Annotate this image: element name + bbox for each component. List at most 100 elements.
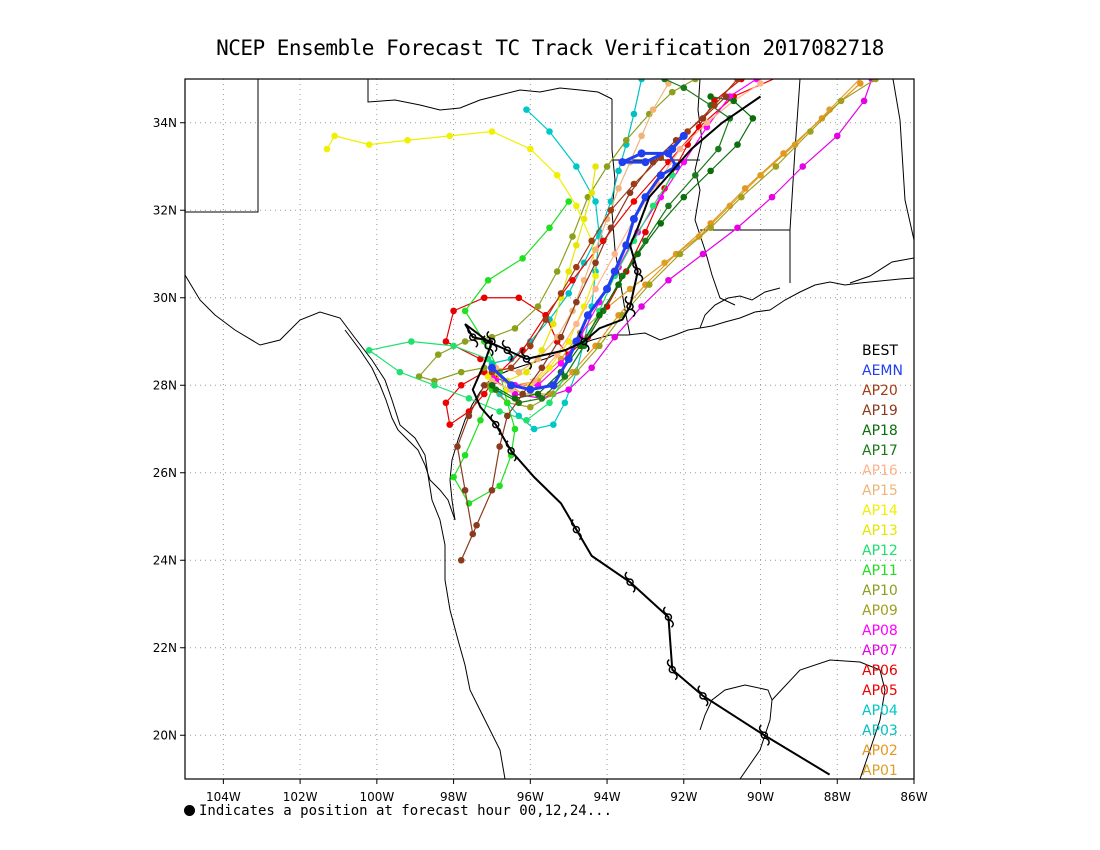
track-position-dot — [611, 250, 619, 258]
lat-tick-label: 20N — [153, 728, 177, 742]
legend-entry-ap06: AP06 — [862, 663, 898, 679]
track-position-dot — [553, 268, 561, 275]
track-position-dot — [615, 167, 622, 175]
track-ap02 — [492, 80, 864, 398]
track-ap18 — [488, 93, 757, 402]
hurricane-eye — [522, 355, 531, 363]
track-position-dot — [434, 351, 442, 358]
track-position-dot — [649, 202, 657, 210]
track-position-dot — [622, 136, 630, 144]
hurricane-symbol-icon — [632, 260, 644, 283]
track-position-dot — [668, 88, 676, 96]
track-position-dot — [588, 189, 596, 197]
track-position-dot — [480, 381, 488, 389]
track-position-dot — [676, 145, 684, 153]
hurricane-arm — [520, 348, 526, 357]
legend-entry-ap17: AP17 — [862, 443, 898, 459]
hurricane-eye — [699, 692, 707, 700]
track-position-dot — [860, 97, 868, 105]
track-position-dot — [607, 206, 615, 214]
track-position-dot — [592, 163, 599, 170]
track-position-dot — [450, 473, 457, 481]
track-position-dot — [638, 79, 645, 83]
track-position-dot — [573, 241, 580, 249]
track-position-dot — [550, 421, 557, 428]
hurricane-symbol-icon — [758, 724, 770, 746]
track-position-dot — [365, 141, 373, 148]
track-line — [491, 95, 754, 400]
lon-tick-label: 102W — [283, 790, 318, 804]
track-position-dot — [657, 220, 665, 227]
track-position-dot — [488, 128, 496, 135]
track-position-dot — [592, 285, 599, 293]
al-ga-border — [892, 79, 914, 241]
track-position-dot — [323, 145, 331, 153]
track-position-dot — [396, 368, 404, 376]
track-position-dot — [626, 285, 634, 293]
hurricane-eye — [469, 333, 477, 341]
legend: BEST AEMN AP20 AP19 AP18 AP17 AP16 AP15 AP14 AP13… — [862, 341, 903, 781]
track-position-dot — [799, 163, 807, 170]
track-position-dot — [768, 193, 776, 201]
track-position-dot — [450, 307, 457, 315]
lon-tick-label: 86W — [900, 790, 927, 804]
plot-frame — [184, 78, 915, 780]
track-position-dot — [477, 416, 484, 424]
track-position-dot — [484, 276, 492, 284]
track-position-dot — [699, 250, 707, 258]
figure-title: NCEP Ensemble Forecast TC Track Verifica… — [216, 36, 884, 60]
hurricane-symbol-icon — [482, 335, 494, 357]
hurricane-eye — [760, 731, 769, 739]
track-position-dot — [515, 368, 523, 376]
track-position-dot — [496, 408, 503, 415]
track-position-dot — [511, 395, 519, 402]
track-position-dot — [538, 395, 546, 402]
hurricane-symbol-icon — [570, 519, 582, 541]
hurricane-eye — [664, 613, 673, 621]
hurricane-arm — [496, 426, 502, 436]
track-position-dot — [442, 338, 450, 345]
track-position-dot — [603, 215, 611, 223]
aemn-position-dot — [610, 267, 619, 276]
track-position-dot — [692, 79, 699, 83]
hurricane-arm — [501, 339, 507, 348]
track-position-dot — [442, 399, 450, 407]
legend-entry-ap04: AP04 — [862, 703, 898, 719]
legend-entry-best: BEST — [862, 343, 898, 359]
legend-entry-ap09: AP09 — [862, 603, 898, 619]
best-track-line — [464, 95, 831, 776]
hurricane-eye — [507, 447, 515, 455]
position-marker-icon — [184, 805, 195, 816]
track-position-dot — [734, 224, 741, 232]
track-position-dot — [546, 224, 553, 232]
hurricane-arm — [577, 531, 582, 541]
hurricane-eye — [492, 420, 500, 429]
hurricane-symbol-icon — [520, 348, 532, 370]
lat-tick-label: 34N — [153, 116, 177, 130]
hurricane-arm — [630, 584, 636, 593]
track-position-dot — [457, 368, 465, 376]
track-position-dot — [446, 421, 454, 428]
hurricane-arm — [492, 343, 498, 353]
legend-entry-ap12: AP12 — [862, 543, 898, 559]
track-position-dot — [450, 342, 457, 350]
track-position-dot — [496, 443, 503, 450]
track-position-dot — [511, 425, 519, 433]
hurricane-arm — [697, 685, 703, 694]
hurricane-arm — [527, 361, 532, 370]
track-position-dot — [818, 115, 826, 122]
lat-tick-label: 30N — [153, 291, 177, 305]
aemn-position-dot — [507, 381, 516, 390]
track-position-dot — [707, 93, 714, 100]
track-position-dot — [454, 443, 461, 450]
track-position-dot — [461, 451, 469, 459]
hurricane-symbol-icon — [467, 326, 479, 348]
track-position-dot — [707, 167, 714, 175]
track-position-dot — [711, 101, 718, 109]
texas-coast — [449, 277, 914, 521]
track-position-dot — [530, 377, 538, 385]
gridlines — [185, 79, 915, 779]
track-position-dot — [573, 298, 580, 306]
track-position-dot — [457, 556, 465, 564]
track-position-dot — [534, 390, 542, 398]
